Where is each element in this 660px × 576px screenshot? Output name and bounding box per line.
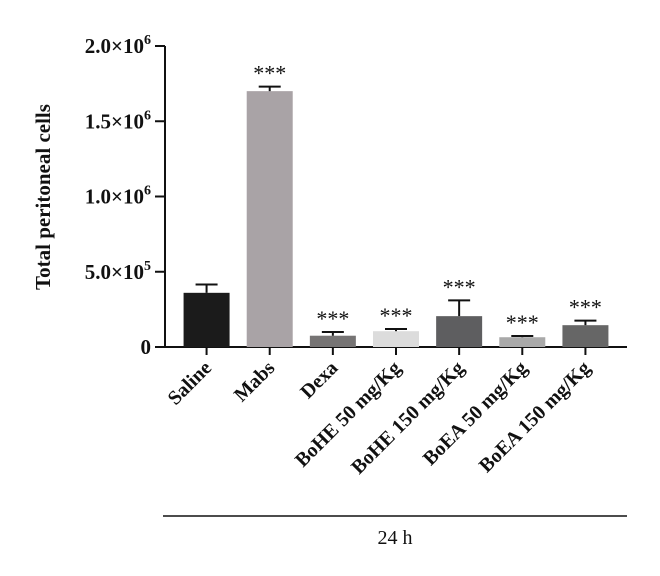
bar <box>183 292 230 347</box>
x-tick-label: BoHE 150 mg/Kg <box>347 357 469 479</box>
bar <box>499 337 546 347</box>
x-axis <box>165 346 627 355</box>
group-bracket: 24 h <box>163 515 627 549</box>
y-axis-title: Total peritoneal cells <box>31 104 55 290</box>
significance-label: *** <box>316 306 349 331</box>
significance-label: *** <box>443 274 476 299</box>
y-tick-label: 1.0×106 <box>85 184 151 209</box>
x-tick-label: Dexa <box>296 357 342 403</box>
bar <box>436 316 483 347</box>
bar <box>309 335 356 347</box>
y-tick-label: 5.0×105 <box>85 259 151 284</box>
bar <box>246 91 293 348</box>
significance-label: *** <box>253 61 286 86</box>
group-label: 24 h <box>378 527 413 549</box>
y-tick-label: 2.0×106 <box>85 33 151 58</box>
y-tick-label: 1.5×106 <box>85 108 151 133</box>
significance-label: *** <box>569 295 602 320</box>
x-tick-label: Saline <box>164 357 217 410</box>
x-tick-label: Mabs <box>230 357 279 406</box>
x-tick-label: BoEA 150 mg/Kg <box>475 357 595 477</box>
significance-label: *** <box>506 310 539 335</box>
significance-labels: *** *** *** *** *** *** <box>253 61 602 335</box>
y-tick-label: 0 <box>141 335 152 359</box>
significance-label: *** <box>380 303 413 328</box>
bar <box>373 331 419 347</box>
bars <box>183 91 609 348</box>
error-bars <box>195 85 597 338</box>
x-tick-label: BoHE 50 mg/Kg <box>291 357 406 472</box>
y-axis: 0 5.0×105 1.0×106 1.5×106 2.0×106 <box>85 33 166 359</box>
bar <box>562 325 609 347</box>
